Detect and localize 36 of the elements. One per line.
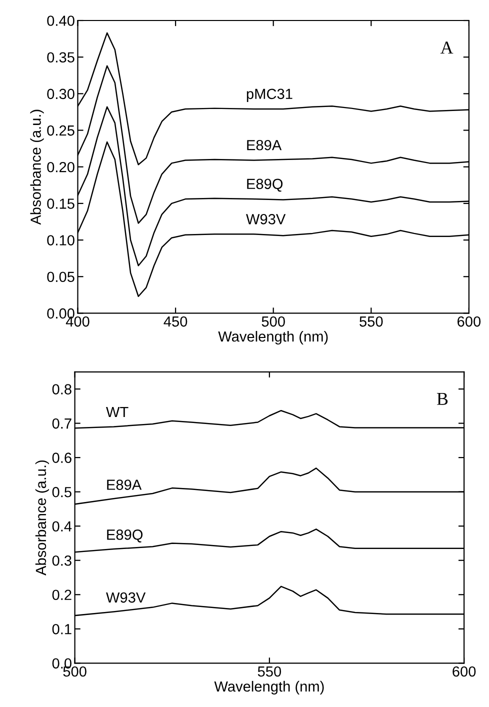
y-tick-label: 0.8 — [52, 384, 72, 394]
y-tick-label: 0.2 — [52, 590, 72, 600]
x-tick-label: 600 — [458, 316, 481, 327]
y-tick-label: 0.1 — [52, 624, 72, 634]
y-tick-label: 0.35 — [47, 52, 74, 63]
series-label: W93V — [106, 592, 146, 603]
y-tick-label: 0.20 — [47, 162, 74, 172]
y-tick-label: 0.30 — [47, 88, 74, 100]
series-label: pMC31 — [246, 88, 292, 102]
y-axis-title: Absorbance (a.u.) — [35, 460, 49, 576]
x-tick-label: 450 — [164, 316, 188, 327]
y-tick-label: 0.7 — [52, 418, 72, 429]
series-label: E89A — [247, 140, 282, 150]
y-tick-label: 0.4 — [52, 521, 72, 532]
x-tick-label: 600 — [452, 666, 476, 677]
y-tick-label: 0.3 — [52, 555, 72, 566]
x-tick-label: 500 — [262, 316, 285, 327]
x-axis-title: Wavelength (nm) — [218, 330, 328, 345]
y-tick-label: 0.5 — [52, 486, 72, 498]
text: A — [440, 42, 454, 54]
text: B — [436, 392, 448, 405]
x-axis-title: Wavelength (nm) — [214, 680, 324, 695]
y-tick-label: 0.25 — [47, 125, 74, 136]
series-label: E89A — [107, 480, 142, 490]
y-tick-label: 0.40 — [47, 16, 74, 26]
series-label: W93V — [246, 214, 286, 224]
series-label: WT — [106, 406, 128, 418]
x-tick-label: 550 — [360, 316, 383, 327]
y-tick-label: 0.10 — [47, 235, 74, 246]
y-tick-label: 0.6 — [52, 452, 72, 463]
y-axis-title: Absorbance (a.u.) — [30, 110, 44, 225]
series-label: E89Q — [247, 178, 283, 192]
series-label: E89Q — [107, 530, 143, 542]
y-tick-label: 0.15 — [47, 198, 74, 209]
x-tick-label: 550 — [258, 666, 282, 677]
y-tick-label: 0.05 — [47, 272, 74, 282]
